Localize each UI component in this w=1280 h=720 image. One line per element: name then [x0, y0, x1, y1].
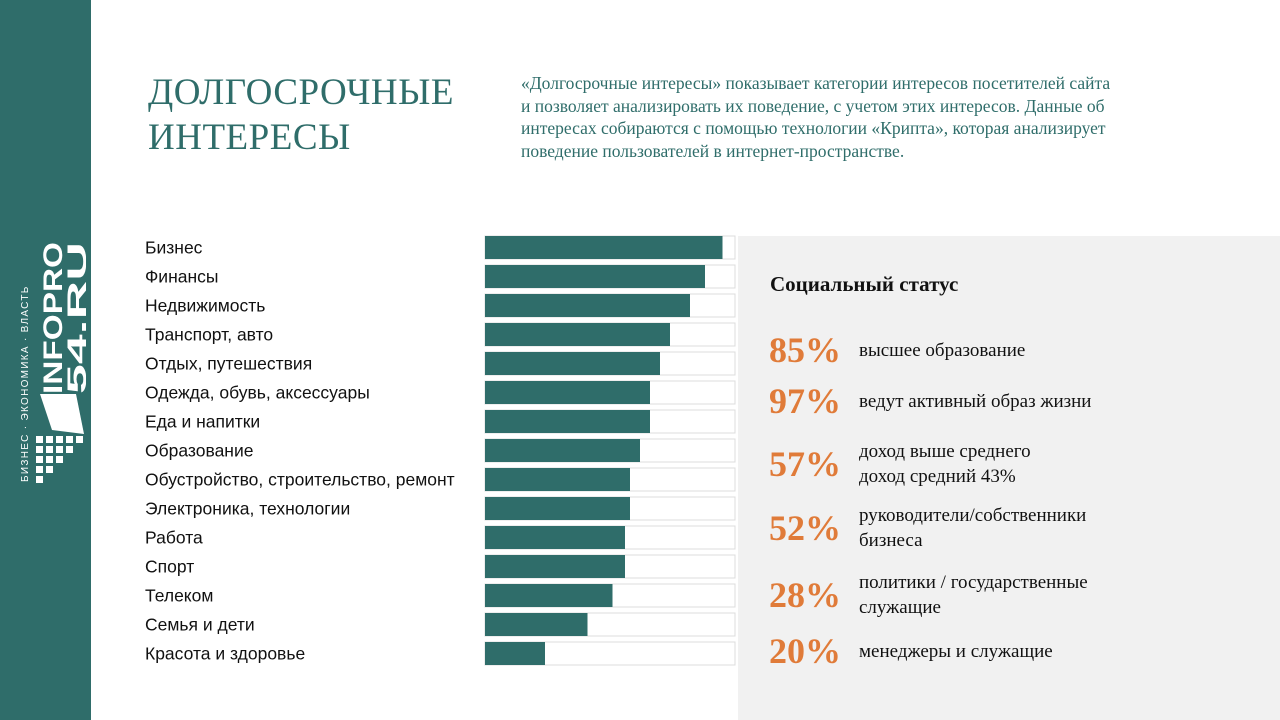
social-status-panel: Социальный статус 85% высшее образование 9… [738, 236, 1280, 720]
status-description: менеджеры и служащие [859, 621, 1259, 681]
bar [485, 642, 545, 665]
bar [485, 584, 613, 607]
social-status-title: Социальный статус [770, 272, 959, 296]
category-label: Работа [145, 528, 203, 548]
bar [485, 323, 670, 346]
bar [485, 265, 705, 288]
status-description-line: доход выше среднего [859, 441, 1031, 462]
social-status-item: 57% доход выше среднего доход средний 43% [738, 434, 1280, 494]
category-label: Образование [145, 441, 253, 461]
social-status-item: 97% ведут активный образ жизни [738, 371, 1280, 431]
category-label: Еда и напитки [145, 412, 260, 432]
status-description-line: высшее образование [859, 339, 1026, 361]
page-title-line-1: ДОЛГОСРОЧНЫЕ [148, 72, 454, 113]
category-label: Обустройство, строительство, ремонт [145, 470, 455, 490]
category-label: Отдых, путешествия [145, 354, 312, 374]
status-percent: 85% [769, 330, 841, 370]
status-description: руководители/собственники бизнеса [859, 498, 1259, 558]
bar [485, 526, 625, 549]
logo-text-infopro: INFOPRO [38, 242, 68, 394]
status-description-line: доход средний 43% [859, 466, 1016, 487]
logo-pixel-icon [36, 394, 84, 483]
social-status-item: 85% высшее образование [738, 320, 1280, 380]
status-percent: 20% [769, 631, 841, 671]
bar [485, 468, 630, 491]
category-label: Транспорт, авто [145, 325, 273, 345]
status-description-line: бизнеса [859, 530, 923, 551]
category-label: Недвижимость [145, 296, 265, 316]
page-title-line-2: ИНТЕРЕСЫ [148, 117, 351, 158]
status-description-line: ведут активный образ жизни [859, 390, 1092, 412]
logo-book-shape [40, 394, 84, 434]
category-label: Телеком [145, 586, 213, 606]
status-description: ведут активный образ жизни [859, 371, 1259, 431]
status-description: высшее образование [859, 320, 1259, 380]
page-title: ДОЛГОСРОЧНЫЕ ИНТЕРЕСЫ [148, 70, 454, 160]
bar [485, 236, 723, 259]
bar [485, 555, 625, 578]
status-description-line: менеджеры и служащие [859, 640, 1053, 662]
status-description-line: служащие [859, 597, 941, 618]
status-description-line: политики / государственные [859, 572, 1088, 593]
interests-bar-chart: Бизнес Финансы Недвижимость Транспорт, авто… [145, 235, 736, 666]
bar [485, 613, 588, 636]
social-status-item: 28% политики / государственные служащие [738, 565, 1280, 625]
status-percent: 97% [769, 381, 841, 421]
status-percent: 57% [769, 444, 841, 484]
side-bar: БИЗНЕС · ЭКОНОМИКА · ВЛАСТЬ INFOPRO 54.R… [0, 0, 91, 720]
bar [485, 497, 630, 520]
social-status-item: 20% менеджеры и служащие [738, 621, 1280, 681]
status-percent: 52% [769, 508, 841, 548]
social-status-item: 52% руководители/собственники бизнеса [738, 498, 1280, 558]
category-label: Спорт [145, 557, 194, 577]
category-label: Электроника, технологии [145, 499, 350, 519]
category-label: Одежда, обувь, аксессуары [145, 383, 370, 403]
status-description: доход выше среднего доход средний 43% [859, 434, 1259, 494]
bar [485, 294, 690, 317]
bar [485, 439, 640, 462]
logo-text-54ru: 54.RU [62, 242, 86, 394]
status-percent: 28% [769, 575, 841, 615]
bar [485, 381, 650, 404]
site-logo: БИЗНЕС · ЭКОНОМИКА · ВЛАСТЬ INFOPRO 54.R… [20, 242, 86, 483]
bar [485, 410, 650, 433]
category-label: Финансы [145, 267, 218, 287]
logo-tagline: БИЗНЕС · ЭКОНОМИКА · ВЛАСТЬ [20, 285, 31, 482]
bar [485, 352, 660, 375]
category-label: Красота и здоровье [145, 644, 305, 664]
category-label: Бизнес [145, 238, 203, 258]
page-description: «Долгосрочные интересы» показывает катег… [521, 73, 1111, 161]
status-description-line: руководители/собственники [859, 505, 1087, 526]
category-label: Семья и дети [145, 615, 255, 635]
status-description: политики / государственные служащие [859, 565, 1259, 625]
